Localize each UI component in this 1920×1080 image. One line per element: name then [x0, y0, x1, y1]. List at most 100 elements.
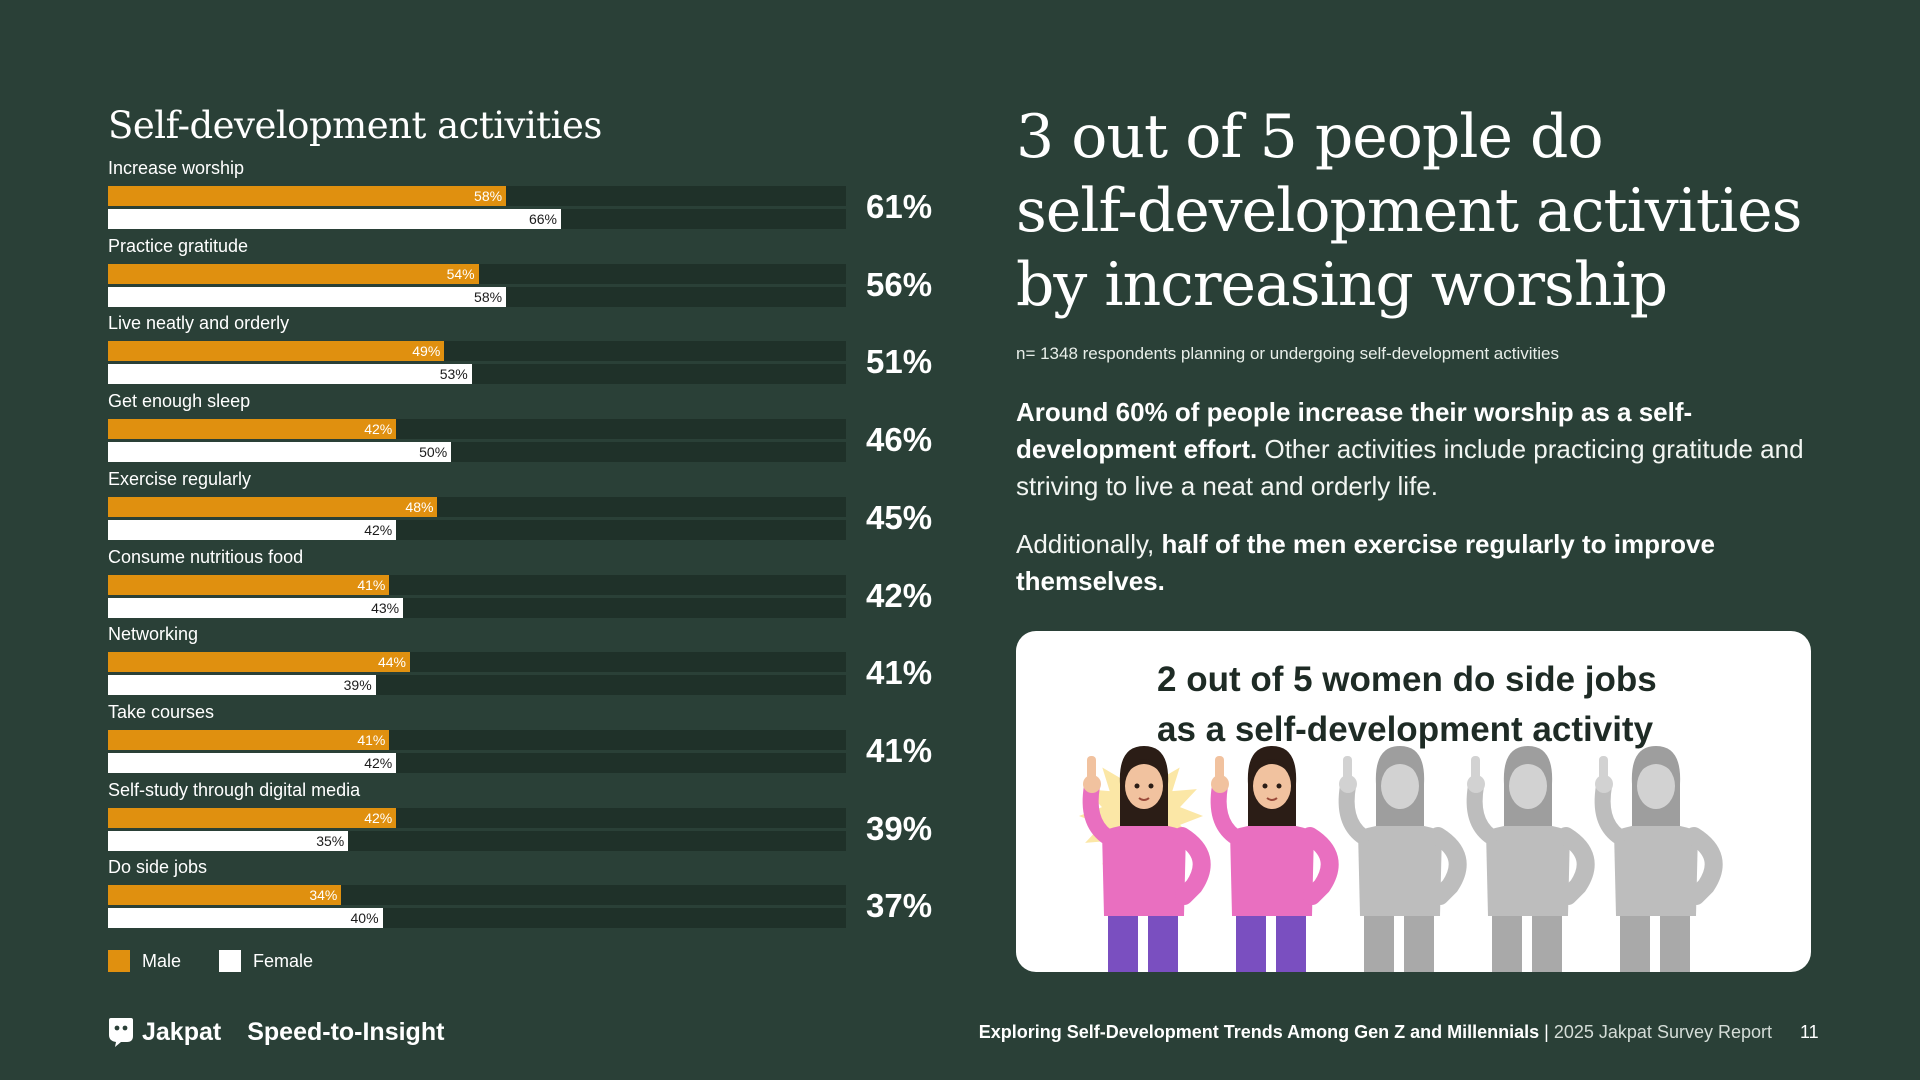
bar-value-male: 42% — [364, 421, 393, 438]
category-label: Increase worship — [108, 158, 245, 178]
footer-brand: Jakpat Speed-to-Insight — [108, 1016, 444, 1048]
total-value: 56% — [866, 265, 933, 303]
headline-line-3: by increasing worship — [1016, 250, 1668, 320]
jakpat-logo-icon — [109, 1018, 133, 1047]
bar-track: 42% — [108, 807, 846, 828]
bar-value-female: 43% — [371, 599, 400, 616]
bar-value-male: 54% — [446, 265, 475, 282]
total-value: 45% — [866, 498, 933, 536]
bar-track: 44% — [108, 652, 846, 673]
legend-swatch-male — [108, 950, 130, 972]
bar-track: 58% — [108, 286, 846, 307]
bar-male: 49% — [108, 341, 445, 362]
bar-value-male: 42% — [364, 809, 393, 826]
category-label: Do side jobs — [108, 857, 208, 878]
woman-figure-highlighted — [1210, 746, 1339, 972]
bar-male: 42% — [108, 807, 397, 828]
chart-title: Self-development activities — [108, 104, 602, 147]
bar-value-male: 58% — [474, 188, 503, 204]
woman-figure-inactive — [1594, 746, 1723, 972]
bar-track: 42% — [108, 519, 846, 540]
bar-male: 34% — [108, 885, 342, 906]
total-value: 46% — [866, 421, 933, 459]
bar-track: 49% — [108, 341, 846, 362]
bar-track: 42% — [108, 419, 846, 440]
bar-male: 54% — [108, 263, 479, 284]
bar-track: 41% — [108, 729, 846, 750]
bar-female: 42% — [108, 519, 397, 540]
total-value: 37% — [866, 887, 933, 925]
category-label: Get enough sleep — [108, 391, 251, 412]
bar-female: 39% — [108, 675, 376, 696]
women-figures-illustration — [1079, 746, 1723, 972]
category-label: Exercise regularly — [108, 468, 252, 489]
bar-value-female: 66% — [528, 211, 557, 227]
footer-report-title: Exploring Self-Development Trends Among … — [979, 1022, 1772, 1043]
bar-track: 42% — [108, 752, 846, 773]
woman-figure-inactive — [1338, 746, 1467, 972]
woman-figure-highlighted — [1082, 746, 1211, 972]
report-separator: | — [1539, 1022, 1554, 1042]
bar-female: 43% — [108, 597, 404, 618]
bar-value-female: 35% — [316, 832, 345, 849]
bar-chart: Increase worship 58% 66% 61% Practice gratit… — [0, 0, 960, 960]
insight-paragraph-2: Additionally, half of the men exercise r… — [1016, 526, 1806, 600]
category-label: Networking — [108, 624, 199, 645]
card-title-line-2: as a self-development activity — [1157, 710, 1654, 749]
category-label: Live neatly and orderly — [108, 313, 290, 334]
category-label: Self-study through digital media — [108, 779, 361, 800]
legend-label-male: Male — [142, 950, 182, 971]
bar-male: 41% — [108, 574, 390, 595]
bar-value-female: 40% — [350, 910, 379, 927]
total-value: 41% — [866, 654, 933, 692]
bar-track: 53% — [108, 364, 846, 385]
bar-male: 48% — [108, 496, 438, 517]
category-label: Consume nutritious food — [108, 546, 304, 567]
legend-item-male: Male — [108, 950, 181, 972]
bar-track: 35% — [108, 830, 846, 851]
category-label: Practice gratitude — [108, 235, 249, 256]
total-value: 41% — [866, 731, 933, 769]
brand-tagline: Speed-to-Insight — [247, 1017, 445, 1046]
bar-track: 41% — [108, 574, 846, 595]
bar-track: 50% — [108, 442, 846, 463]
bar-female: 42% — [108, 752, 397, 773]
bar-value-male: 41% — [357, 576, 386, 593]
bar-female: 35% — [108, 830, 349, 851]
card-title-line-1: 2 out of 5 women do side jobs — [1157, 660, 1657, 699]
bar-track: 54% — [108, 263, 846, 284]
bar-track: 48% — [108, 496, 846, 517]
bar-female: 66% — [108, 209, 561, 229]
bar-value-female: 58% — [474, 288, 503, 305]
bar-female: 53% — [108, 364, 472, 385]
legend-swatch-female — [219, 950, 242, 972]
bar-value-female: 39% — [343, 677, 372, 694]
bar-value-female: 53% — [439, 366, 468, 383]
bar-track: 66% — [108, 209, 846, 229]
total-value: 51% — [866, 343, 933, 381]
total-value: 39% — [866, 809, 933, 847]
brand-name: Jakpat — [142, 1017, 222, 1046]
bar-female: 40% — [108, 908, 383, 929]
bar-value-female: 42% — [364, 754, 393, 771]
bar-value-male: 41% — [357, 731, 386, 748]
page-number: 11 — [1800, 1022, 1819, 1042]
bar-male: 42% — [108, 419, 397, 440]
bar-value-male: 34% — [309, 887, 338, 904]
bar-track: 34% — [108, 885, 846, 906]
category-label: Take courses — [108, 701, 215, 722]
total-value: 42% — [866, 576, 933, 614]
bar-track: 43% — [108, 597, 846, 618]
page-headline: 3 out of 5 people do self-development ac… — [1016, 100, 1876, 322]
bar-track: 58% — [108, 186, 846, 206]
report-title-rest: 2025 Jakpat Survey Report — [1553, 1022, 1772, 1042]
chart-legend: Male Female — [108, 950, 337, 972]
bar-track: 39% — [108, 675, 846, 696]
bar-value-male: 49% — [412, 343, 441, 360]
insight-paragraph-1: Around 60% of people increase their wors… — [1016, 394, 1806, 505]
headline-line-2: self-development activities — [1016, 176, 1802, 246]
bar-value-female: 50% — [419, 444, 448, 461]
insight-1-rest: Other activities include practicing grat… — [1016, 434, 1804, 501]
bar-value-male: 44% — [377, 654, 406, 671]
bar-male: 58% — [108, 186, 507, 206]
